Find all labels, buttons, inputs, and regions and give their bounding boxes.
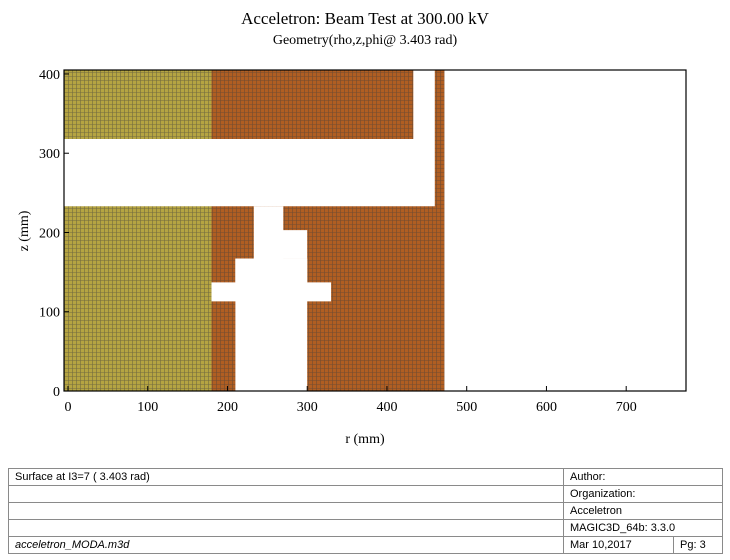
organization-label: Organization: [563,485,723,503]
geometry-plot: 0 100 200 300 400 500 600 700 0 100 200 300 400 [39,68,687,415]
surface-cell: Surface at I3=7 ( 3.403 rad) [8,468,564,486]
cavity-region [413,70,435,139]
x-tick-label: 700 [616,400,637,415]
organization-value: Acceletron [563,502,723,520]
empty-cell [8,502,564,520]
olive-mesh [64,70,212,391]
x-tick-label: 300 [297,400,318,415]
chart-subtitle: Geometry(rho,z,phi@ 3.403 rad) [272,33,458,48]
y-axis-ticks: 0 100 200 300 400 [39,68,69,400]
x-tick-label: 200 [217,400,238,415]
chart-title: Acceletron: Beam Test at 300.00 kV [241,9,489,28]
empty-cell [8,519,564,537]
y-tick-label: 200 [39,226,60,241]
cavity-region [64,139,435,207]
y-axis-label: z (mm) [17,210,32,252]
y-tick-label: 0 [53,385,60,400]
x-axis-label: r (mm) [345,432,385,447]
cavity-region [211,282,332,302]
x-tick-label: 0 [64,400,71,415]
date-cell: Mar 10,2017 [563,536,674,554]
filename-cell: acceletron_MODA.m3d [8,536,564,554]
x-tick-label: 400 [376,400,397,415]
cavity-region [259,230,308,259]
y-tick-label: 300 [39,147,60,162]
x-axis-ticks: 0 100 200 300 400 500 600 700 [64,386,637,415]
cavity-region [235,258,254,283]
y-tick-label: 100 [39,306,60,321]
empty-cell [8,485,564,503]
plot-frame [63,69,687,392]
x-tick-label: 600 [536,400,557,415]
x-tick-label: 500 [456,400,477,415]
x-tick-label: 100 [137,400,158,415]
info-table: Surface at I3=7 ( 3.403 rad) Author: Org… [8,468,723,554]
beam-cavity [64,70,435,391]
y-tick-label: 400 [39,68,60,83]
author-label: Author: [563,468,723,486]
page-cell: Pg: 3 [673,536,723,554]
program-version: MAGIC3D_64b: 3.3.0 [563,519,723,537]
